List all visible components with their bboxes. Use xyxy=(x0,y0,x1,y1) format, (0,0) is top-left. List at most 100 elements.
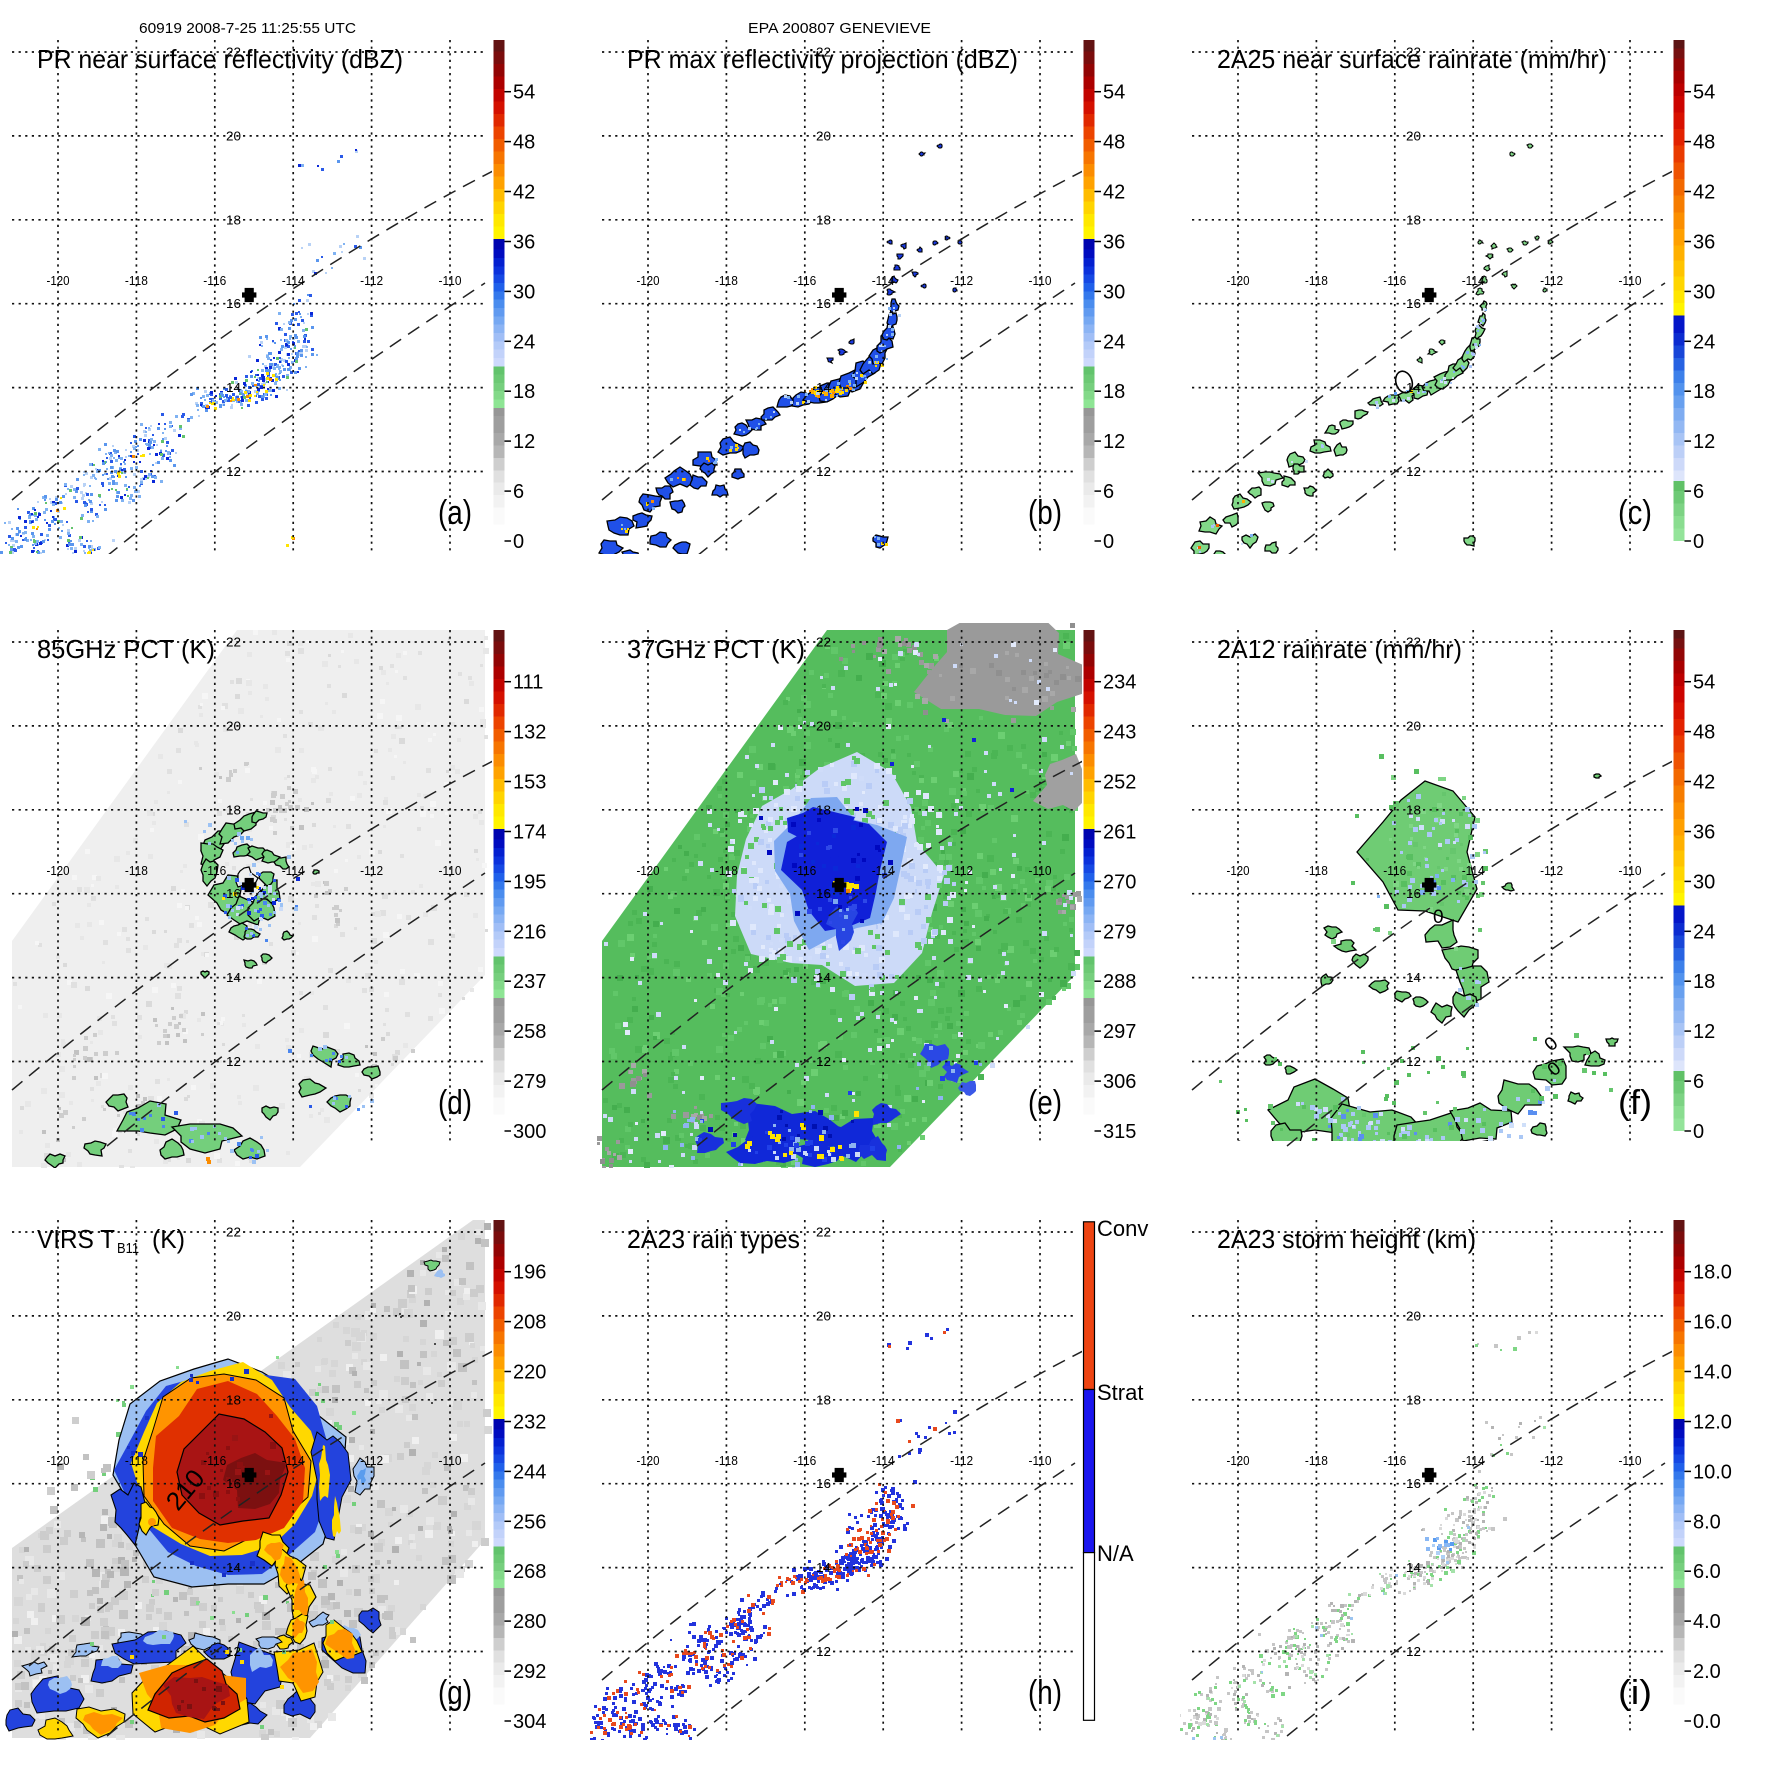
svg-text:-120: -120 xyxy=(47,1453,70,1468)
svg-text:12: 12 xyxy=(226,1054,241,1069)
svg-text:54: 54 xyxy=(1693,82,1715,104)
svg-text:216: 216 xyxy=(513,921,546,943)
svg-text:-114: -114 xyxy=(1462,863,1485,878)
svg-text:234: 234 xyxy=(1103,672,1136,694)
svg-text:268: 268 xyxy=(513,1561,546,1583)
svg-text:-118: -118 xyxy=(125,1453,148,1468)
svg-text:-112: -112 xyxy=(1540,863,1563,878)
svg-text:24: 24 xyxy=(1103,331,1125,353)
svg-text:(g): (g) xyxy=(438,1674,472,1712)
svg-text:12: 12 xyxy=(226,464,241,479)
svg-text:(f): (f) xyxy=(1618,1084,1652,1122)
svg-text:22: 22 xyxy=(226,1225,241,1240)
svg-text:-116: -116 xyxy=(1383,273,1406,288)
svg-text:-116: -116 xyxy=(203,273,226,288)
svg-text:(d): (d) xyxy=(438,1084,472,1122)
svg-text:24: 24 xyxy=(1693,331,1715,353)
svg-text:-116: -116 xyxy=(203,1453,226,1468)
svg-text:-118: -118 xyxy=(1305,273,1328,288)
svg-text:54: 54 xyxy=(1103,82,1125,104)
svg-text:-120: -120 xyxy=(47,863,70,878)
svg-text:14: 14 xyxy=(226,380,241,395)
svg-text:14: 14 xyxy=(816,380,831,395)
svg-text:-120: -120 xyxy=(1227,273,1250,288)
svg-text:-116: -116 xyxy=(793,273,816,288)
svg-text:14: 14 xyxy=(226,1560,241,1575)
svg-text:30: 30 xyxy=(1693,871,1715,893)
svg-text:12: 12 xyxy=(1693,431,1715,453)
svg-text:54: 54 xyxy=(1693,672,1715,694)
svg-text:280: 280 xyxy=(513,1611,546,1633)
svg-text:237: 237 xyxy=(513,971,546,993)
svg-text:42: 42 xyxy=(1103,182,1125,204)
svg-text:-116: -116 xyxy=(1383,863,1406,878)
svg-text:12: 12 xyxy=(226,1644,241,1659)
svg-text:18: 18 xyxy=(1693,971,1715,993)
svg-text:196: 196 xyxy=(513,1262,546,1284)
svg-text:48: 48 xyxy=(1693,722,1715,744)
svg-text:270: 270 xyxy=(1103,871,1136,893)
svg-text:132: 132 xyxy=(513,722,546,744)
svg-text:-116: -116 xyxy=(793,863,816,878)
svg-text:18: 18 xyxy=(1406,802,1421,817)
svg-text:18: 18 xyxy=(226,212,241,227)
svg-text:-120: -120 xyxy=(1227,863,1250,878)
svg-text:-114: -114 xyxy=(282,1453,305,1468)
svg-text:16: 16 xyxy=(226,886,241,901)
svg-text:14: 14 xyxy=(1406,970,1421,985)
svg-text:315: 315 xyxy=(1103,1121,1136,1143)
svg-text:24: 24 xyxy=(513,331,535,353)
svg-text:6: 6 xyxy=(513,481,524,503)
svg-text:36: 36 xyxy=(513,231,535,253)
svg-text:-110: -110 xyxy=(439,1453,462,1468)
svg-text:-114: -114 xyxy=(1462,273,1485,288)
svg-text:48: 48 xyxy=(1693,132,1715,154)
svg-text:-118: -118 xyxy=(125,273,148,288)
svg-text:174: 174 xyxy=(513,821,546,843)
svg-text:20: 20 xyxy=(226,128,241,143)
svg-text:20: 20 xyxy=(816,128,831,143)
svg-text:16: 16 xyxy=(1406,296,1421,311)
svg-text:18: 18 xyxy=(226,1392,241,1407)
svg-text:(a): (a) xyxy=(438,494,472,532)
svg-text:18: 18 xyxy=(513,381,535,403)
svg-text:18: 18 xyxy=(1103,381,1125,403)
svg-text:-112: -112 xyxy=(360,1453,383,1468)
svg-text:42: 42 xyxy=(513,182,535,204)
svg-text:36: 36 xyxy=(1693,231,1715,253)
svg-text:2A12 rainrate (mm/hr): 2A12 rainrate (mm/hr) xyxy=(1217,634,1462,664)
svg-text:20: 20 xyxy=(226,718,241,733)
svg-text:-112: -112 xyxy=(950,863,973,878)
svg-text:232: 232 xyxy=(513,1411,546,1433)
svg-text:-118: -118 xyxy=(1305,863,1328,878)
svg-text:EPA 200807 GENEVIEVE: EPA 200807 GENEVIEVE xyxy=(748,20,931,37)
svg-text:6: 6 xyxy=(1103,481,1114,503)
svg-text:208: 208 xyxy=(513,1312,546,1334)
svg-text:12: 12 xyxy=(816,1054,831,1069)
svg-text:-112: -112 xyxy=(950,273,973,288)
svg-text:14: 14 xyxy=(816,970,831,985)
svg-text:-110: -110 xyxy=(1619,863,1642,878)
svg-text:48: 48 xyxy=(1103,132,1125,154)
svg-text:18: 18 xyxy=(1406,212,1421,227)
svg-text:(K): (K) xyxy=(152,1224,185,1254)
svg-text:288: 288 xyxy=(1103,971,1136,993)
svg-text:30: 30 xyxy=(1693,281,1715,303)
svg-text:12: 12 xyxy=(816,464,831,479)
svg-text:42: 42 xyxy=(1693,772,1715,794)
svg-text:243: 243 xyxy=(1103,722,1136,744)
svg-text:-120: -120 xyxy=(47,273,70,288)
svg-text:-110: -110 xyxy=(1029,863,1052,878)
svg-text:48: 48 xyxy=(513,132,535,154)
svg-text:20: 20 xyxy=(1406,718,1421,733)
svg-text:279: 279 xyxy=(513,1071,546,1093)
svg-text:292: 292 xyxy=(513,1661,546,1683)
svg-text:195: 195 xyxy=(513,871,546,893)
svg-text:220: 220 xyxy=(513,1362,546,1384)
svg-text:261: 261 xyxy=(1103,821,1136,843)
svg-text:12: 12 xyxy=(1406,464,1421,479)
svg-text:6: 6 xyxy=(1693,481,1704,503)
svg-text:-110: -110 xyxy=(439,863,462,878)
svg-text:304: 304 xyxy=(513,1711,546,1733)
svg-text:22: 22 xyxy=(816,635,831,650)
